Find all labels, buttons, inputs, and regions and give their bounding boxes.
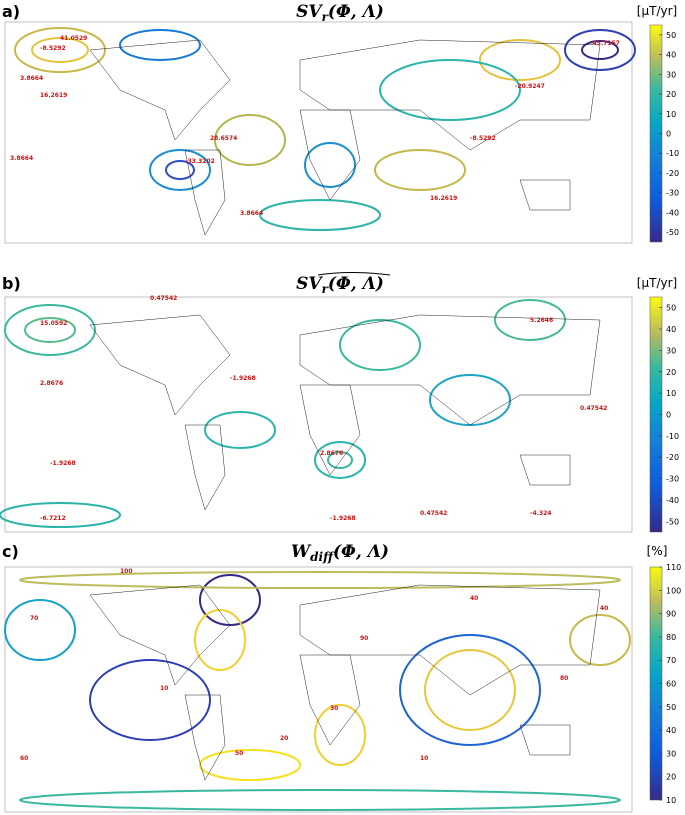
contour-label: -1.9268 (330, 515, 356, 522)
contours (14, 27, 636, 231)
panel-title: SVr(Φ, Λ) (296, 274, 384, 296)
title-main: W (291, 542, 312, 562)
colorbar-tick-label: 40 (666, 51, 676, 60)
contour-label: -1.9268 (50, 460, 76, 467)
title-sub: r (322, 10, 330, 24)
title-args: (Φ, Λ) (333, 542, 389, 562)
contour-label: -20.9247 (515, 83, 545, 90)
colorbar-tick-label: -10 (666, 149, 679, 158)
colorbar-tick-label: 70 (666, 656, 676, 665)
contour-label: 30 (330, 705, 338, 712)
contour-label: 0.47542 (420, 510, 447, 517)
colorbar-unit: [μT/yr] (637, 4, 677, 18)
contour-label: 20 (280, 735, 288, 742)
contour-label: 50 (235, 750, 243, 757)
colorbar-tick-label: 40 (666, 325, 676, 334)
panel-label: c) (2, 542, 19, 561)
contours (0, 299, 566, 528)
colorbar-tick-label: -40 (666, 496, 679, 505)
colorbar-unit: [μT/yr] (637, 276, 677, 290)
contour-label: 40 (470, 595, 478, 602)
title-sub: diff (310, 550, 335, 564)
colorbar-tick-label: 60 (666, 680, 676, 689)
map-frame (4, 21, 633, 244)
colorbar-tick-label: 50 (666, 703, 676, 712)
contour-label: 16.2619 (40, 92, 67, 99)
contour-label: 10 (160, 685, 168, 692)
coastlines (89, 39, 601, 781)
contour-label: 70 (30, 615, 38, 622)
colorbar-tick-label: 30 (666, 749, 676, 758)
contour-label: 16.2619 (430, 195, 457, 202)
contour-label: -1.9268 (230, 375, 256, 382)
colorbar-tick-label: -50 (666, 517, 679, 526)
contour-label: 0.47542 (150, 295, 177, 302)
colorbar-tick-label: 10 (666, 796, 676, 805)
colorbar-tick-label: 50 (666, 304, 676, 313)
contour-label: 100 (120, 568, 133, 575)
contour-label: 2.8676 (40, 380, 63, 387)
contour-label: 60 (20, 755, 28, 762)
colorbar-tick-label: 20 (666, 773, 676, 782)
contour-label: 10 (420, 755, 428, 762)
panel-label: b) (2, 274, 21, 293)
contour-label: -8.5292 (40, 45, 66, 52)
colorbar-tick-label: 80 (666, 633, 676, 642)
contour-label: 0.47542 (580, 405, 607, 412)
map-frame (4, 566, 633, 813)
contour-label: -8.5292 (470, 135, 496, 142)
colorbar-tick-label: 50 (666, 31, 676, 40)
colorbar-tick-label: 20 (666, 368, 676, 377)
colorbar-tick-label: 90 (666, 610, 676, 619)
title-sub: r (322, 282, 330, 296)
colorbar-tick-label: -20 (666, 169, 679, 178)
title-main: SV (296, 2, 323, 22)
contour-label: -33.3202 (185, 158, 215, 165)
colorbar-tick-label: -50 (666, 228, 679, 237)
colorbar-tick-label: 100 (666, 586, 681, 595)
colorbar-tick-label: 0 (666, 130, 671, 139)
colorbar-tick-label: -20 (666, 453, 679, 462)
colorbar-tick-label: 10 (666, 110, 676, 119)
contour-label: 15.0592 (40, 320, 67, 327)
panel-label: a) (2, 2, 20, 21)
colorbar-tick-label: 0 (666, 411, 671, 420)
title-args: (Φ, Λ) (328, 274, 384, 294)
colorbar-tick-label: 20 (666, 90, 676, 99)
contour-label: 90 (360, 635, 368, 642)
title-main: SV (296, 274, 323, 294)
colorbar-tick-label: -40 (666, 208, 679, 217)
panel-title: Wdiff(Φ, Λ) (291, 542, 389, 564)
contours (4, 571, 631, 811)
title-hat (317, 272, 391, 276)
colorbar-tick-label: -30 (666, 189, 679, 198)
contour-label: 3.8664 (20, 75, 43, 82)
contour-label: 80 (560, 675, 568, 682)
map-frame (4, 296, 633, 533)
maps (0, 21, 636, 813)
contour-label: -6.7212 (40, 515, 66, 522)
contour-label: -45.7157 (590, 40, 620, 47)
colorbar-tick-label: 30 (666, 346, 676, 355)
colorbar-tick-label: 110 (666, 563, 681, 572)
contour-label: 2.8676 (320, 450, 343, 457)
colorbar-unit: [%] (647, 544, 668, 558)
contour-label: 40 (600, 605, 608, 612)
panel-title: SVr(Φ, Λ) (296, 2, 384, 24)
colorbar-tick-label: 30 (666, 70, 676, 79)
title-args: (Φ, Λ) (328, 2, 384, 22)
colorbar-tick-label: -30 (666, 475, 679, 484)
contour-label: 3.8664 (240, 210, 263, 217)
colorbar-tick-label: -10 (666, 432, 679, 441)
colorbar-tick-label: 10 (666, 389, 676, 398)
contour-label: 3.8664 (10, 155, 33, 162)
contour-label: -4.324 (530, 510, 551, 517)
contour-label: 28.6574 (210, 135, 237, 142)
colorbar-tick-label: 40 (666, 726, 676, 735)
contour-label: 41.0529 (60, 35, 87, 42)
contour-label: 5.2646 (530, 317, 553, 324)
